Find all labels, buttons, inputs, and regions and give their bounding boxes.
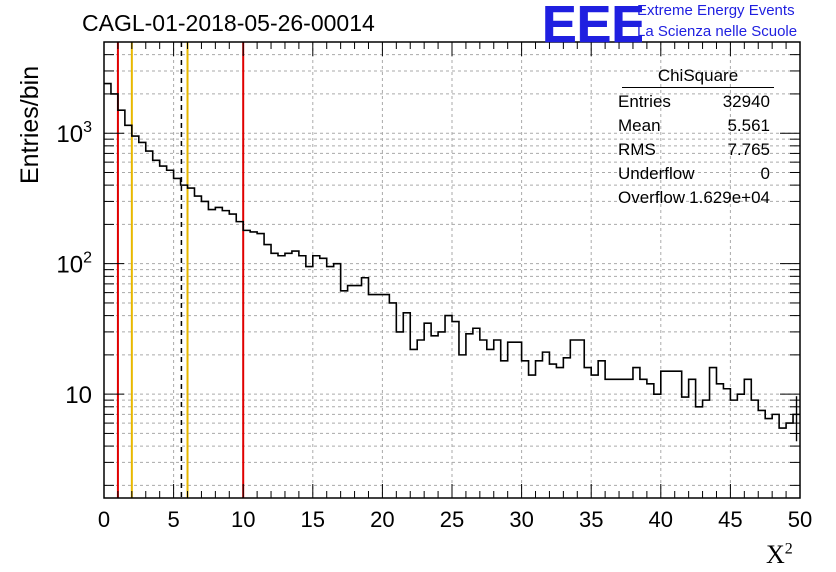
y-tick-label-sup: 2 [83,250,92,267]
reference-lines [116,42,245,498]
logo-text: EEE [542,2,642,46]
x-tick-label: 25 [440,507,464,532]
y-tick-label-sup: 3 [83,119,92,136]
axis-ticks [103,41,801,498]
eee-logo: EEE [542,2,642,46]
y-tick-label: 103 [56,119,92,148]
x-tick-label: 35 [579,507,603,532]
stats-box: ChiSquare Entries 32940 Mean 5.561 RMS 7.765 U… [612,66,774,210]
x-tick-labels: 0 5 10 15 20 25 30 35 40 45 50 [98,507,812,532]
x-axis-label-text: X [766,540,785,569]
y-tick-label-base: 10 [56,252,83,279]
stats-value: 0 [760,164,770,183]
x-tick-label: 50 [788,507,812,532]
x-axis-label: X2 [766,540,793,570]
y-axis-label-text: Entries/bin [16,66,44,184]
y-tick-label: 10 [65,382,92,409]
stats-label: Underflow [618,164,695,183]
stats-row: RMS 7.765 [612,138,774,162]
x-tick-label: 40 [649,507,673,532]
x-tick-label: 5 [167,507,179,532]
y-axis-label: Entries/bin [16,66,44,184]
stats-label: Overflow [618,188,686,207]
stats-row: Overflow 1.629e+04 [612,186,774,210]
stats-row: Entries 32940 [612,90,774,114]
x-tick-label: 30 [509,507,533,532]
x-tick-label: 0 [98,507,110,532]
y-tick-label-base: 10 [56,121,83,148]
x-tick-label: 45 [718,507,742,532]
stats-label: Entries [618,92,671,111]
chart-title: CAGL-01-2018-05-26-00014 [82,10,375,36]
stats-title: ChiSquare [622,66,774,88]
y-tick-label: 102 [56,250,92,279]
logo-caption-line2: La Scienza nelle Scuole [637,23,798,40]
stats-label: RMS [618,140,656,159]
logo-caption-line1: Extreme Energy Events [637,2,795,19]
stats-label: Mean [618,116,661,135]
stats-row: Underflow 0 [612,162,774,186]
x-tick-label: 15 [301,507,325,532]
histogram-line [104,82,800,429]
stats-value: 7.765 [727,140,770,159]
stats-rows: Entries 32940 Mean 5.561 RMS 7.765 Underflow 0 O… [612,90,774,210]
stats-value: 1.629e+04 [689,188,770,207]
stats-value: 5.561 [727,116,770,135]
stats-row: Mean 5.561 [612,114,774,138]
x-tick-label: 10 [231,507,255,532]
x-tick-label: 20 [370,507,394,532]
x-axis-label-sup: 2 [784,540,793,558]
stats-value: 32940 [722,92,770,111]
